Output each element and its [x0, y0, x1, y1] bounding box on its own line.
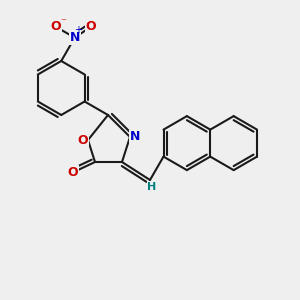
Text: H: H [147, 182, 157, 192]
Text: O: O [68, 166, 78, 178]
Text: O: O [50, 20, 61, 33]
Text: O: O [85, 20, 96, 33]
Text: ⁻: ⁻ [60, 17, 66, 27]
Text: N: N [70, 31, 80, 44]
Text: O: O [78, 134, 88, 146]
Text: +: + [74, 25, 82, 34]
Text: N: N [130, 130, 140, 143]
